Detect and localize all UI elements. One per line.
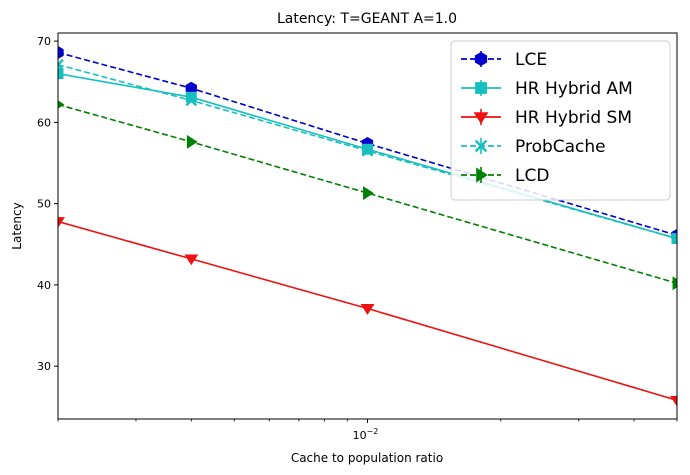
data-point-hr-hybrid-sm <box>670 395 677 407</box>
legend-box <box>450 40 671 201</box>
data-point-hr-hybrid-sm <box>184 254 199 266</box>
y-tick-label: 70 <box>37 35 51 48</box>
series-lcd <box>58 100 677 291</box>
data-point-probcache <box>671 232 677 245</box>
y-tick-label: 60 <box>37 116 51 129</box>
y-tick-label: 40 <box>37 279 51 292</box>
series-hr-hybrid-sm <box>58 217 677 407</box>
y-axis-title: Latency <box>10 202 24 249</box>
legend-label: LCE <box>515 50 547 70</box>
legend-item-probcache: ProbCache <box>461 137 606 157</box>
data-point-lcd <box>186 134 198 149</box>
legend-label: LCD <box>515 166 549 186</box>
data-point-probcache <box>185 94 198 107</box>
data-point-hr-hybrid-am <box>185 91 197 103</box>
legend: LCE HR Hybrid AM HR Hybrid SM ProbCache LCD <box>450 40 671 201</box>
data-point-lce <box>58 45 64 60</box>
data-point-lcd <box>363 186 374 201</box>
x-tick-label: 10−2 <box>353 427 379 442</box>
data-point-hr-hybrid-am <box>58 68 64 80</box>
data-point-probcache <box>58 58 64 71</box>
y-tick-label: 30 <box>37 360 51 373</box>
axes: 30 40 50 60 70 10−2 <box>37 35 678 442</box>
data-point-lcd <box>672 276 677 291</box>
data-point-hr-hybrid-sm <box>360 304 375 315</box>
series-line-lcd <box>58 103 677 285</box>
data-point-lcd <box>58 100 65 109</box>
legend-marker <box>474 51 488 67</box>
legend-item-lcd: LCD <box>461 166 549 186</box>
legend-item-hr-hybrid-sm: HR Hybrid SM <box>461 108 632 128</box>
legend-item-lce: LCE <box>461 50 547 70</box>
legend-marker <box>475 82 487 94</box>
legend-label: HR Hybrid SM <box>515 108 632 128</box>
legend-marker <box>473 112 489 124</box>
legend-label: ProbCache <box>515 137 606 157</box>
legend-label: HR Hybrid AM <box>515 79 633 99</box>
series-line-hr-hybrid-sm <box>58 220 677 402</box>
legend-item-hr-hybrid-am: HR Hybrid AM <box>461 79 633 99</box>
legend-marker <box>474 139 488 153</box>
chart-title: Latency: T=GEANT A=1.0 <box>277 11 457 27</box>
data-point-probcache <box>361 145 374 157</box>
x-axis-title: Cache to population ratio <box>291 451 443 465</box>
y-tick-label: 50 <box>37 198 51 211</box>
series-line-lce <box>58 51 677 237</box>
legend-marker <box>476 167 488 183</box>
